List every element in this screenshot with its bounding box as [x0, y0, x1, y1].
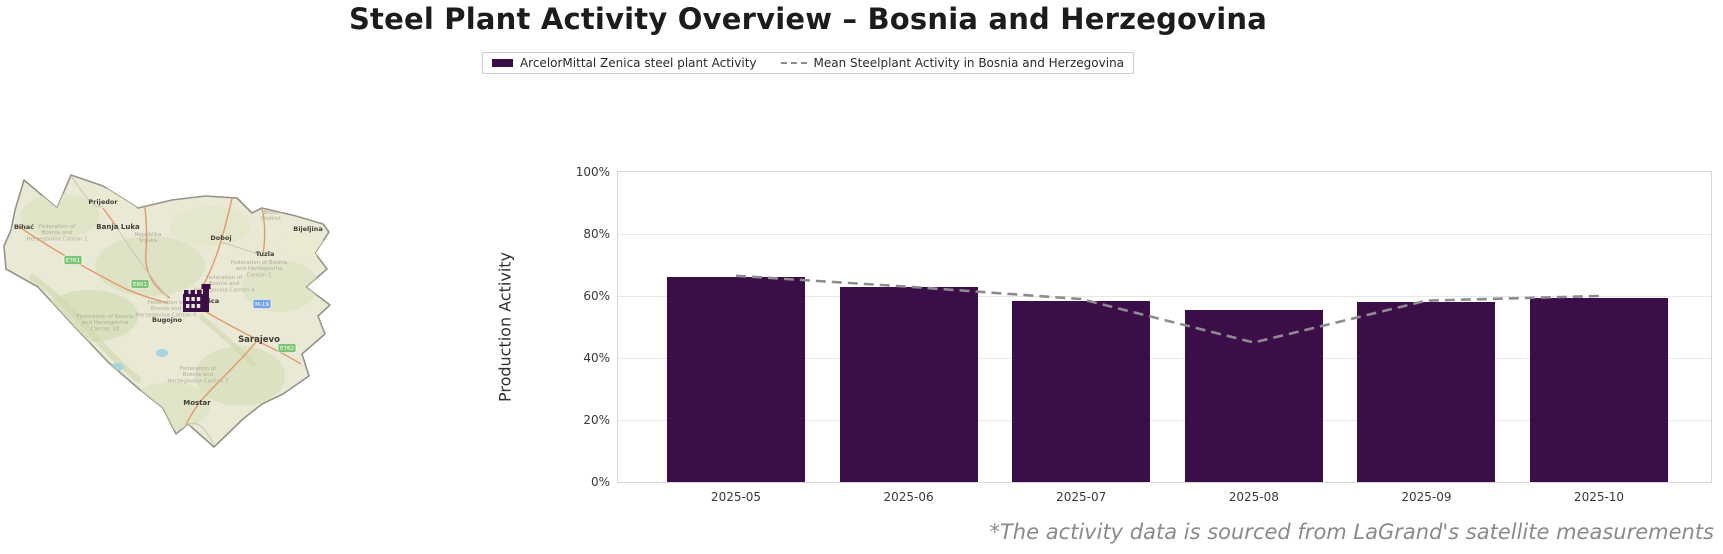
region-label: Republika Srpska	[135, 232, 162, 244]
road-shield-E762: E762	[277, 343, 297, 353]
svg-text:E762: E762	[280, 346, 294, 352]
legend-box: ArcelorMittal Zenica steel plant Activit…	[481, 52, 1135, 74]
page-title: Steel Plant Activity Overview – Bosnia a…	[348, 2, 1268, 36]
x-tick-label: 2025-06	[883, 490, 934, 504]
bar-2025-05	[667, 277, 805, 482]
svg-text:E761: E761	[66, 258, 80, 264]
x-tick-label: 2025-07	[1056, 490, 1107, 504]
region-labels: Federation of Bosnia and Herzegovina Canto…	[26, 209, 287, 384]
region-label: Federation of Bosnia and Herzegovina Canto…	[167, 366, 229, 384]
bar-2025-06	[839, 286, 978, 482]
x-tick-label: 2025-08	[1228, 490, 1279, 504]
dashed-line-swatch-icon	[780, 62, 807, 64]
svg-text:E661: E661	[133, 282, 147, 288]
city-label-Bijeljina: Bijeljina	[293, 225, 323, 233]
region-label: Federation of Bosnia and Herzegovina Canto…	[193, 275, 255, 293]
y-tick-label: 60%	[583, 289, 610, 303]
city-label-Doboj: Doboj	[210, 234, 231, 242]
x-tick-label: 2025-10	[1573, 490, 1625, 504]
road-shield-E761: E761	[63, 255, 83, 265]
bar-2025-07	[1012, 300, 1151, 482]
bar-2025-08	[1184, 309, 1323, 482]
city-label-Sarajevo: Sarajevo	[238, 335, 280, 345]
footnote: *The activity data is sourced from LaGra…	[989, 520, 1714, 544]
y-tick-label: 40%	[583, 351, 610, 365]
legend-item-plant-activity: ArcelorMittal Zenica steel plant Activit…	[491, 56, 757, 70]
mean-activity-line	[735, 274, 1600, 344]
factory-icon	[183, 284, 211, 312]
bar-2025-10	[1530, 297, 1668, 482]
gridline	[618, 358, 1711, 359]
legend-item-mean-activity: Mean Steelplant Activity in Bosnia and H…	[780, 56, 1125, 70]
gridline	[618, 234, 1711, 235]
y-tick-label: 100%	[575, 165, 610, 179]
svg-text:M-19: M-19	[255, 302, 269, 308]
bar-swatch-icon	[491, 59, 513, 67]
secondary-roads	[70, 175, 265, 445]
x-tick-label: 2025-09	[1401, 490, 1452, 504]
bar-2025-09	[1357, 302, 1496, 482]
y-tick-label: 20%	[583, 413, 610, 427]
city-label-Bihać: Bihać	[14, 223, 34, 231]
road-shields: E761 E661 E762 M-19	[63, 255, 297, 353]
y-tick-label: 0%	[590, 475, 610, 489]
city-label-Bugojno: Bugojno	[152, 316, 183, 324]
road-shield-M-19: M-19	[252, 299, 272, 309]
region-label: Federation of Bosnia and Herzegovina Canto…	[231, 260, 287, 278]
bosnia-map-svg: Federation of Bosnia and Herzegovina Canto…	[3, 174, 331, 448]
legend: ArcelorMittal Zenica steel plant Activit…	[0, 52, 1616, 74]
gridline	[618, 420, 1711, 421]
region-label: Federation of Bosnia and Herzegovina Canto…	[26, 224, 87, 242]
region-label: Federation of Bosnia and Herzegovina Canto…	[135, 300, 197, 318]
city-label-Banja Luka: Banja Luka	[96, 223, 140, 231]
x-tick-label: 2025-05	[710, 490, 762, 504]
y-tick-label: 80%	[583, 227, 610, 241]
legend-label: ArcelorMittal Zenica steel plant Activit…	[519, 56, 757, 70]
gridline	[618, 296, 1711, 297]
lake	[156, 349, 168, 357]
region-label: Federation of Bosnia and Herzegovina Canto…	[77, 314, 133, 332]
lake	[110, 363, 124, 371]
city-label-Prijedor: Prijedor	[88, 198, 118, 206]
bosnia-map: Federation of Bosnia and Herzegovina Canto…	[0, 156, 348, 454]
city-label-Tuzla: Tuzla	[256, 250, 275, 258]
bar-chart-plot-area: 0% 20% 40% 60% 80% 100% 2025-05 2025-06 2025-07 2…	[576, 165, 1712, 504]
region-label: Brčko District	[261, 209, 282, 222]
y-axis-label: Production Activity	[495, 251, 515, 403]
road-shield-E661: E661	[130, 279, 150, 289]
legend-label: Mean Steelplant Activity in Bosnia and H…	[813, 56, 1125, 70]
city-label-Mostar: Mostar	[183, 399, 211, 407]
